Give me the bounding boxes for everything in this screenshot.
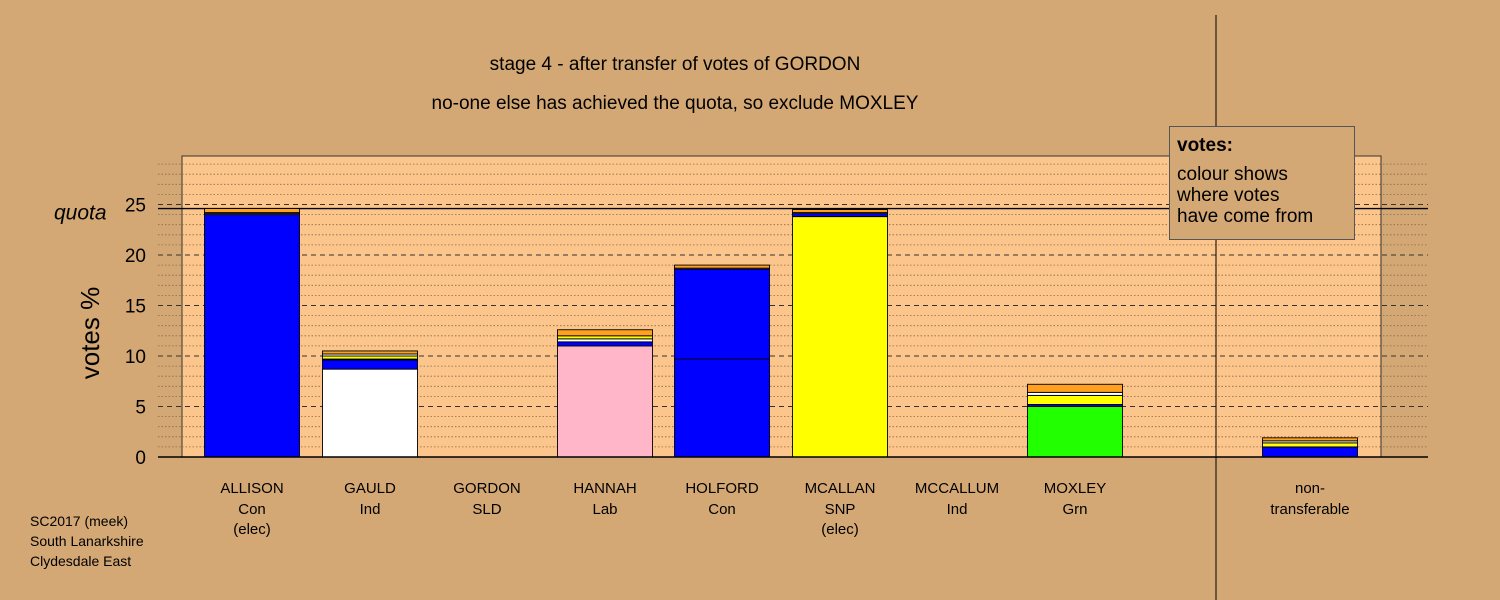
bar-segment [322,359,418,370]
candidate-name-label: HANNAH [573,480,636,497]
y-tick-label: 5 [135,398,146,419]
elected-note-label: (elec) [233,521,271,538]
party-label: Con [238,501,266,518]
legend-line: colour shows [1177,164,1288,185]
y-tick-label: 0 [135,448,146,469]
bar-segment [557,345,653,458]
bar-segment [557,338,653,343]
chart-subtitle: no-one else has achieved the quota, so e… [431,93,919,114]
legend-line: have come from [1177,206,1314,227]
party-label: SNP [825,501,856,518]
party-label: Con [708,501,736,518]
bar-segment [322,368,418,458]
bar-segment [792,213,888,218]
footer-line: South Lanarkshire [30,533,144,549]
party-label: transferable [1270,501,1349,518]
bar-segment [557,341,653,347]
party-label: Ind [360,501,381,518]
elected-note-label: (elec) [821,521,859,538]
bar-segment [1027,394,1123,405]
bar-segment [1262,446,1358,458]
footer-caption: SC2017 (meek) South Lanarkshire Clydesda… [30,511,144,571]
quota-label: quota [54,202,107,225]
bar-segment [557,329,653,337]
legend-box: votes: colour shows where votes have com… [1169,126,1355,240]
legend-title: votes: [1177,135,1233,156]
bar-segment [1262,442,1358,448]
footer-line: SC2017 (meek) [30,513,129,529]
footer-line: Clydesdale East [30,553,132,569]
bar-segment [674,358,770,458]
candidate-name-label: GAULD [344,480,396,497]
bar-segment [1027,391,1123,396]
y-tick-label: 10 [125,347,146,368]
candidate-name-label: GORDON [453,480,521,497]
y-tick-label: 15 [125,297,146,318]
chart-title: stage 4 - after transfer of votes of GOR… [489,54,861,75]
party-label: Grn [1062,501,1087,518]
party-label: SLD [472,501,501,518]
candidate-name-label: ALLISON [220,480,283,497]
y-tick-label: 25 [125,196,146,217]
candidate-name-label: HOLFORD [685,480,759,497]
party-label: Lab [592,501,617,518]
candidate-name-label: MCALLAN [805,480,876,497]
candidate-name-label: MOXLEY [1044,480,1107,497]
bar-segment [792,209,888,214]
bar-segment [674,264,770,269]
legend-line: where votes [1177,185,1280,206]
bar-segment [204,208,300,214]
bar-segment [322,350,418,355]
party-label: Ind [947,501,968,518]
candidate-name-label: non- [1295,480,1325,497]
y-axis-label: votes % [75,287,105,380]
bar-segment [204,214,300,458]
bar-segment [792,216,888,458]
bar-segment [557,335,653,340]
bar-segment [322,355,418,360]
candidate-name-label: MCCALLUM [915,480,999,497]
y-tick-label: 20 [125,246,146,267]
bar-segment [1262,437,1358,442]
bar-segment [1027,383,1123,393]
bar-segment [1027,406,1123,458]
bar-segment [674,268,770,360]
